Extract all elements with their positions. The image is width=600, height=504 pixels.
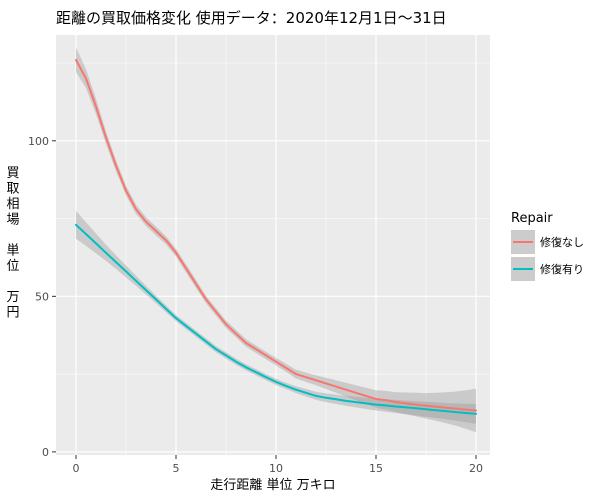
y-axis-title-char: 取: [6, 182, 19, 197]
y-axis: 0 50 100: [28, 135, 56, 459]
x-tick-label: 10: [269, 462, 283, 475]
legend-label: 修復なし: [540, 235, 584, 249]
y-tick-label: 50: [35, 290, 49, 303]
x-tick-label: 15: [369, 462, 383, 475]
y-axis-title-char: 万: [6, 290, 19, 305]
x-axis: 0 5 10 15 20: [73, 455, 483, 475]
y-axis-title-char: 買: [6, 166, 19, 181]
x-tick-label: 20: [469, 462, 483, 475]
legend-title: Repair: [511, 211, 553, 226]
y-axis-title-char: 円: [6, 306, 19, 321]
y-axis-title-char: 相: [6, 197, 19, 212]
y-axis-title-char: 単: [6, 243, 19, 259]
y-tick-label: 100: [28, 135, 49, 148]
series-line: [75, 58, 477, 412]
legend-label: 修復有り: [540, 262, 584, 276]
x-tick-label: 0: [73, 462, 80, 475]
confidence-band: [76, 47, 476, 433]
series-line: [75, 223, 477, 415]
plot-panel: [56, 35, 490, 455]
y-axis-title-char: 場: [6, 213, 19, 228]
chart-title: 距離の買取価格変化 使用データ：2020年12月1日～31日: [56, 9, 447, 27]
y-tick-label: 0: [42, 446, 49, 459]
x-tick-label: 5: [173, 462, 180, 475]
y-axis-title-char: 位: [6, 259, 19, 274]
series-lines: [75, 58, 477, 415]
x-axis-title: 走行距離 単位 万キロ: [210, 477, 335, 493]
grid-lines: [56, 35, 490, 455]
